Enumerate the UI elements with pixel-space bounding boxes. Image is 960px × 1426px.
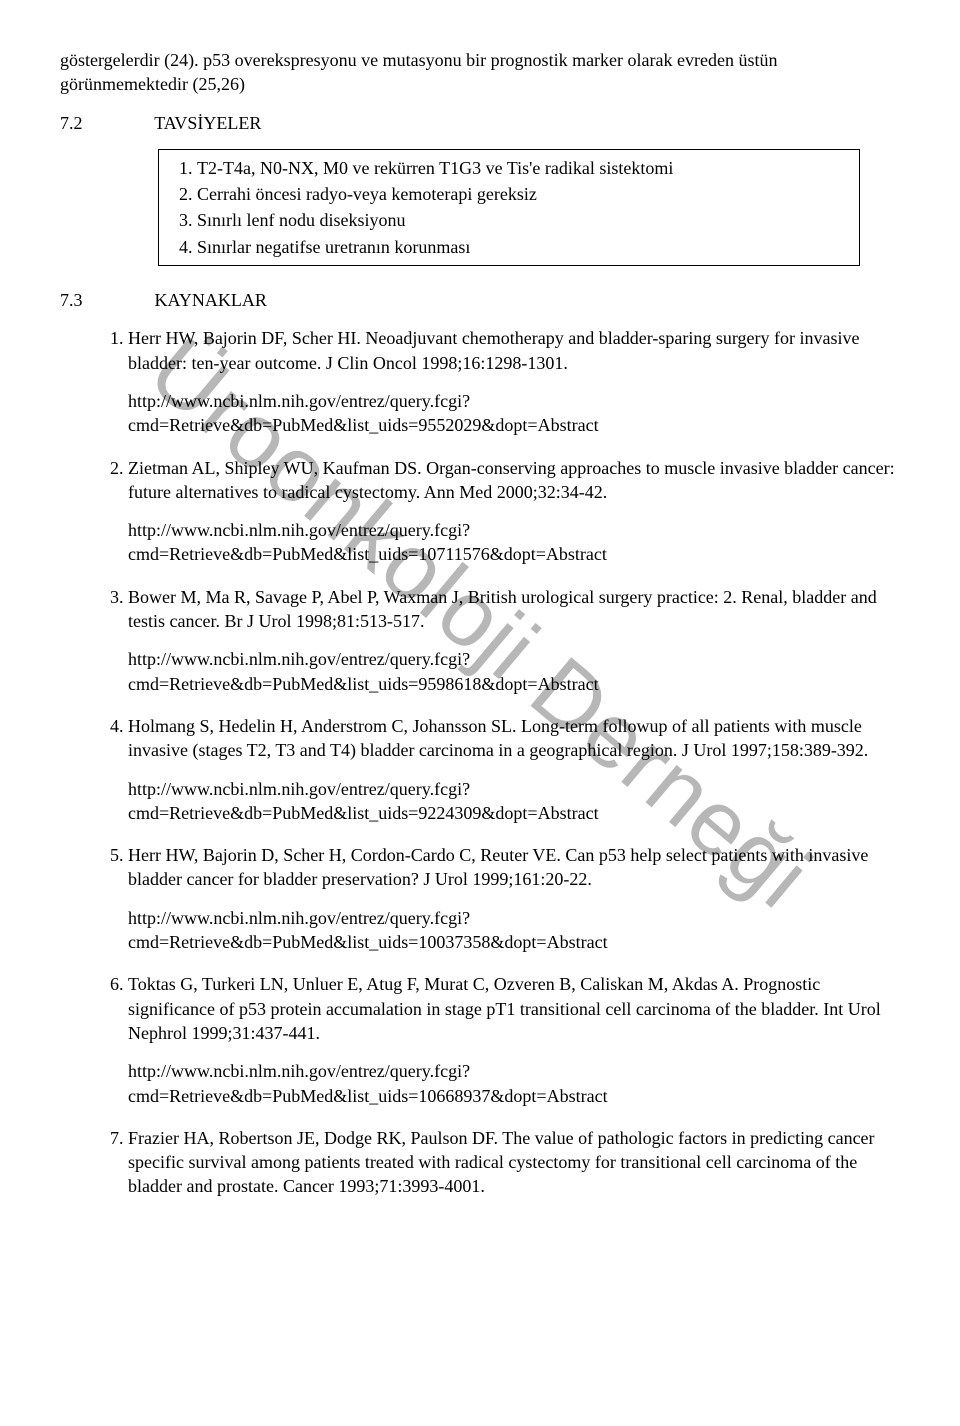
reference-url: http://www.ncbi.nlm.nih.gov/entrez/query… xyxy=(128,647,900,696)
recommendation-item: T2-T4a, N0-NX, M0 ve rekürren T1G3 ve Ti… xyxy=(197,156,849,180)
reference-text: Zietman AL, Shipley WU, Kaufman DS. Orga… xyxy=(128,456,900,505)
reference-text: Herr HW, Bajorin D, Scher H, Cordon-Card… xyxy=(128,843,900,892)
reference-url: http://www.ncbi.nlm.nih.gov/entrez/query… xyxy=(128,518,900,567)
recommendation-item: Sınırlı lenf nodu diseksiyonu xyxy=(197,208,849,232)
reference-item: Zietman AL, Shipley WU, Kaufman DS. Orga… xyxy=(128,456,900,567)
reference-item: Holmang S, Hedelin H, Anderstrom C, Joha… xyxy=(128,714,900,825)
reference-text: Frazier HA, Robertson JE, Dodge RK, Paul… xyxy=(128,1126,900,1199)
reference-item: Herr HW, Bajorin D, Scher H, Cordon-Card… xyxy=(128,843,900,954)
recommendation-item: Sınırlar negatifse uretranın korunması xyxy=(197,235,849,259)
reference-text: Bower M, Ma R, Savage P, Abel P, Waxman … xyxy=(128,585,900,634)
recommendations-list: T2-T4a, N0-NX, M0 ve rekürren T1G3 ve Ti… xyxy=(169,156,849,259)
document-page: Üroonkoloji Derneği göstergelerdir (24).… xyxy=(60,48,900,1199)
reference-url: http://www.ncbi.nlm.nih.gov/entrez/query… xyxy=(128,1059,900,1108)
intro-paragraph: göstergelerdir (24). p53 overekspresyonu… xyxy=(60,48,900,97)
reference-url: http://www.ncbi.nlm.nih.gov/entrez/query… xyxy=(128,906,900,955)
section-7-2-heading: 7.2 TAVSİYELER xyxy=(60,111,900,135)
reference-item: Frazier HA, Robertson JE, Dodge RK, Paul… xyxy=(128,1126,900,1199)
references-list: Herr HW, Bajorin DF, Scher HI. Neoadjuva… xyxy=(100,326,900,1198)
reference-text: Herr HW, Bajorin DF, Scher HI. Neoadjuva… xyxy=(128,326,900,375)
section-title: TAVSİYELER xyxy=(154,113,261,133)
reference-text: Holmang S, Hedelin H, Anderstrom C, Joha… xyxy=(128,714,900,763)
reference-url: http://www.ncbi.nlm.nih.gov/entrez/query… xyxy=(128,777,900,826)
reference-text: Toktas G, Turkeri LN, Unluer E, Atug F, … xyxy=(128,972,900,1045)
section-number: 7.3 xyxy=(60,288,150,312)
section-title: KAYNAKLAR xyxy=(155,290,267,310)
recommendations-box: T2-T4a, N0-NX, M0 ve rekürren T1G3 ve Ti… xyxy=(158,149,860,266)
reference-item: Toktas G, Turkeri LN, Unluer E, Atug F, … xyxy=(128,972,900,1107)
reference-item: Herr HW, Bajorin DF, Scher HI. Neoadjuva… xyxy=(128,326,900,437)
reference-item: Bower M, Ma R, Savage P, Abel P, Waxman … xyxy=(128,585,900,696)
reference-url: http://www.ncbi.nlm.nih.gov/entrez/query… xyxy=(128,389,900,438)
section-7-3-heading: 7.3 KAYNAKLAR xyxy=(60,288,900,312)
recommendation-item: Cerrahi öncesi radyo-veya kemoterapi ger… xyxy=(197,182,849,206)
section-number: 7.2 xyxy=(60,111,150,135)
